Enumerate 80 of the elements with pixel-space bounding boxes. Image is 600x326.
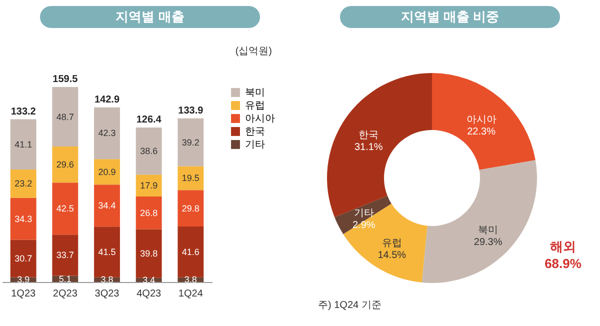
data-label: 29.8	[182, 203, 200, 214]
total-label: 142.9	[94, 94, 120, 106]
data-label: 41.6	[182, 246, 200, 257]
bar	[10, 240, 36, 278]
data-label: 26.8	[140, 208, 158, 218]
data-label: 22.3%	[467, 126, 496, 138]
bar	[136, 229, 162, 278]
data-label: 38.6	[140, 146, 158, 156]
slice-label: 유럽	[382, 238, 402, 250]
x-tick-label: 4Q23	[136, 288, 162, 300]
data-label: 30.7	[14, 253, 32, 264]
x-tick-label: 1Q23	[11, 288, 36, 300]
data-label: 42.5	[56, 204, 74, 214]
data-label: 5.1	[58, 274, 72, 284]
bar	[52, 182, 78, 235]
bar	[136, 127, 162, 175]
text: (십억원)	[235, 45, 272, 58]
legend-label: 아시아	[245, 114, 275, 124]
legend-label: 북미	[245, 88, 265, 98]
data-label: 23.2	[14, 178, 32, 189]
slice-label: 기타	[354, 208, 374, 219]
bar	[178, 190, 204, 227]
data-label: 41.1	[14, 139, 32, 150]
bar	[52, 87, 78, 146]
slice-label: 북미	[478, 225, 498, 236]
data-label: 29.6	[56, 160, 74, 170]
bar	[94, 107, 120, 160]
donut-slice	[327, 73, 432, 218]
slice-label: 아시아	[466, 114, 496, 126]
data-label: 2.9%	[352, 220, 376, 231]
bar	[10, 169, 36, 198]
bar	[10, 119, 36, 170]
donut-slice	[343, 204, 428, 283]
data-label: 19.5	[182, 173, 200, 184]
legend-label: 기타	[245, 140, 265, 150]
bar	[94, 226, 120, 278]
data-label: 34.4	[98, 200, 116, 211]
data-label: 3.9	[17, 274, 30, 285]
bar	[178, 118, 204, 166]
data-label: 14.5%	[378, 250, 406, 262]
data-label: 33.7	[56, 250, 74, 260]
bar	[94, 159, 120, 185]
legend-label: 유럽	[245, 100, 265, 112]
total-label: 133.2	[10, 106, 36, 118]
x-tick-label: 2Q23	[52, 288, 78, 300]
data-label: 20.9	[98, 166, 116, 177]
data-label: 29.3%	[474, 237, 502, 248]
donut-slice	[334, 196, 392, 234]
bar	[52, 146, 78, 183]
x-tick-label: 1Q24	[178, 288, 204, 300]
total-label: 126.4	[136, 114, 162, 126]
bar	[136, 174, 162, 196]
data-label: 3.8	[184, 274, 197, 285]
chart-title: 지역별 매출	[40, 6, 260, 28]
data-label: 3.4	[142, 274, 156, 285]
data-label: 39.8	[140, 248, 158, 259]
data-label: 34.3	[14, 214, 32, 224]
data-label: 42.3	[98, 128, 116, 138]
legend-label: 한국	[245, 126, 265, 138]
total-label: 159.5	[52, 74, 78, 85]
text: 해외 68.9%	[544, 238, 582, 271]
total-label: 133.9	[178, 105, 204, 116]
donut-slice	[432, 73, 536, 170]
data-label: 3.8	[100, 274, 114, 285]
data-label: 41.5	[98, 247, 116, 258]
data-label: 31.1%	[354, 142, 383, 154]
data-label: 17.9	[140, 180, 158, 191]
bar	[52, 234, 78, 276]
data-label: 39.2	[182, 137, 200, 148]
bar	[94, 184, 120, 227]
slice-label: 한국	[358, 130, 379, 142]
bar	[178, 226, 204, 278]
data-label: 48.7	[56, 112, 74, 122]
chart-title: 지역별 매출 비중	[340, 6, 560, 28]
text: 주) 1Q24 기준	[318, 299, 382, 312]
x-tick-label: 3Q23	[94, 288, 120, 300]
bar	[10, 198, 36, 240]
bar	[178, 166, 204, 190]
bar	[136, 196, 162, 230]
donut-slice	[422, 160, 537, 283]
